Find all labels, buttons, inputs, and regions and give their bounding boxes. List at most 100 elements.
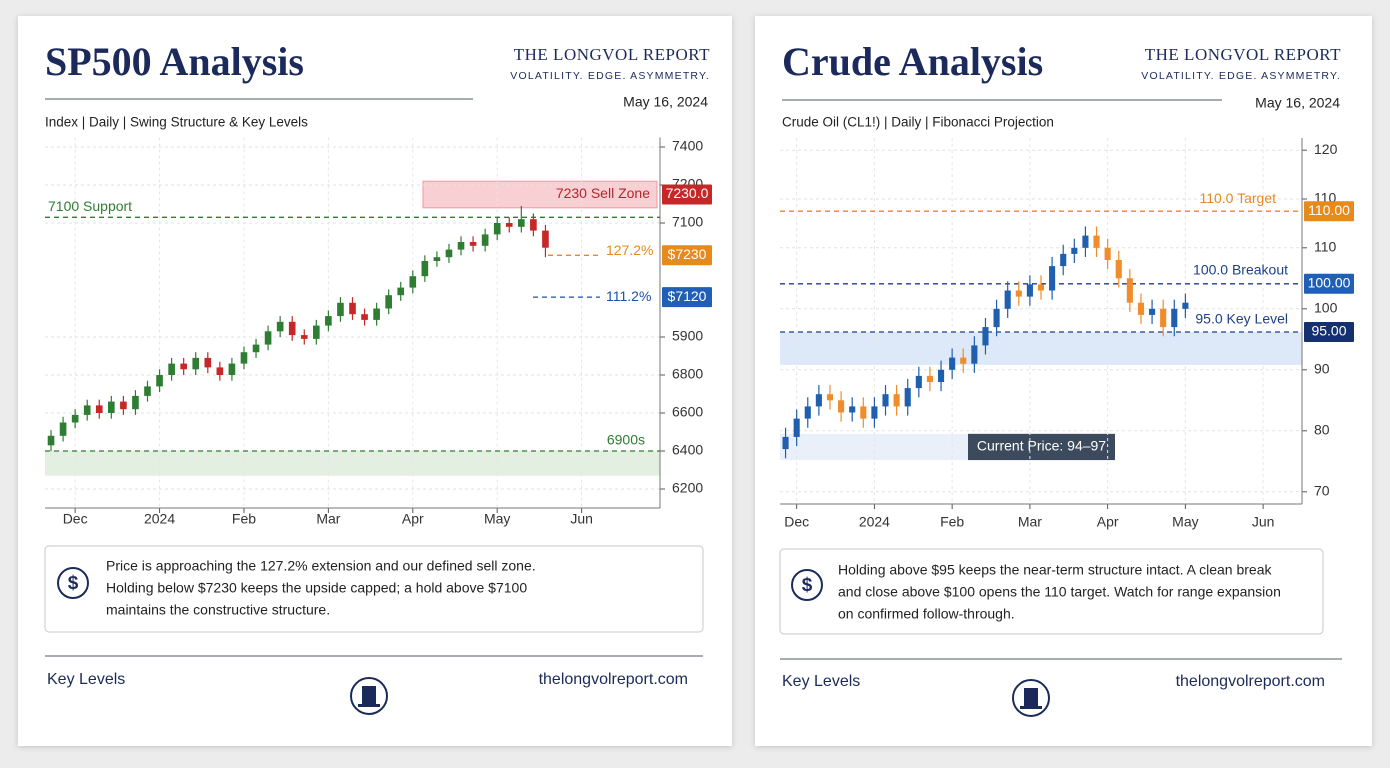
logo-building bbox=[1024, 688, 1038, 706]
callout-box bbox=[779, 548, 1324, 635]
zone bbox=[422, 180, 658, 209]
footer-right: thelongvolreport.com bbox=[1176, 673, 1325, 690]
candle-body bbox=[228, 363, 236, 375]
candle-body bbox=[838, 400, 845, 413]
y-tick-label: 70 bbox=[1314, 483, 1330, 499]
y-tick-label: 80 bbox=[1314, 422, 1330, 438]
candle-body bbox=[120, 401, 127, 410]
logo-base bbox=[1020, 706, 1042, 709]
callout-line: Price is approaching the 127.2% extensio… bbox=[106, 558, 536, 574]
candle-body bbox=[469, 242, 477, 246]
reference-label: 127.2% bbox=[606, 242, 653, 258]
zone bbox=[780, 331, 1302, 365]
candle-body bbox=[108, 401, 115, 413]
candle-body bbox=[1115, 260, 1122, 279]
candle-body bbox=[1182, 302, 1189, 309]
reference-label: 110.0 Target bbox=[1199, 190, 1276, 206]
candle-body bbox=[421, 261, 429, 277]
candle-body bbox=[1071, 247, 1078, 254]
candle-body bbox=[59, 422, 67, 436]
candle-body bbox=[168, 363, 175, 375]
price-tag-label: 7230.0 bbox=[666, 185, 709, 201]
candle-body bbox=[276, 321, 284, 332]
candle-body bbox=[1093, 235, 1100, 248]
brand: THE LONGVOL REPORT bbox=[1145, 45, 1341, 64]
subtitle: Crude Oil (CL1!) | Daily | Fibonacci Pro… bbox=[782, 115, 1054, 130]
candle-body bbox=[433, 257, 441, 261]
date: May 16, 2024 bbox=[623, 94, 708, 110]
x-tick-label: Dec bbox=[784, 514, 809, 530]
y-tick-label: 120 bbox=[1314, 141, 1338, 157]
footer-left: Key Levels bbox=[782, 673, 860, 690]
candle-body bbox=[445, 249, 453, 258]
price-tag bbox=[662, 287, 712, 308]
candle-body bbox=[95, 405, 103, 413]
tagline: VOLATILITY. EDGE. ASYMMETRY. bbox=[1141, 70, 1341, 82]
candle-body bbox=[1004, 290, 1011, 309]
y-tick-label: 90 bbox=[1314, 361, 1330, 377]
y-tick-label: 6800 bbox=[672, 366, 703, 382]
x-tick-label: 2024 bbox=[144, 511, 175, 527]
reference-label: 7100 Support bbox=[48, 198, 132, 214]
candle-body bbox=[542, 230, 549, 248]
candle-body bbox=[1037, 284, 1045, 291]
y-tick-label: 7400 bbox=[672, 138, 703, 154]
x-tick-label: Feb bbox=[232, 511, 256, 527]
price-tag-label: 110.00 bbox=[1308, 202, 1350, 218]
candle-body bbox=[1171, 308, 1178, 328]
candle-body bbox=[971, 345, 978, 364]
x-tick-label: May bbox=[1172, 514, 1198, 530]
y-tick-label: 7100 bbox=[672, 214, 703, 230]
reference-label: 111.2% bbox=[606, 288, 651, 304]
logo-building bbox=[362, 686, 376, 704]
callout-box bbox=[44, 545, 704, 633]
dollar-glyph: $ bbox=[68, 573, 79, 594]
candle-body bbox=[826, 394, 834, 401]
panel-title: SP500 Analysis bbox=[45, 39, 304, 84]
dollar-glyph: $ bbox=[802, 575, 813, 596]
callout-line: Holding above $95 keeps the near-term st… bbox=[838, 562, 1272, 578]
zone bbox=[45, 451, 660, 476]
candle-body bbox=[1126, 278, 1133, 303]
x-tick-label: Dec bbox=[63, 511, 88, 527]
price-tag bbox=[1304, 321, 1354, 342]
candle-body bbox=[915, 375, 922, 389]
candle-body bbox=[240, 352, 248, 364]
callout-line: Holding below $7230 keeps the upside cap… bbox=[106, 580, 527, 596]
callout-line: on confirmed follow-through. bbox=[838, 606, 1015, 622]
candle-body bbox=[325, 316, 332, 326]
candle-body bbox=[882, 394, 889, 407]
callout-line: and close above $100 opens the 110 targe… bbox=[838, 584, 1281, 600]
candle-body bbox=[1015, 290, 1022, 297]
dollar-icon bbox=[57, 567, 89, 599]
logo-base bbox=[358, 704, 380, 707]
candle-body bbox=[156, 375, 163, 387]
candle-body bbox=[373, 308, 380, 320]
tagline: VOLATILITY. EDGE. ASYMMETRY. bbox=[510, 70, 710, 82]
x-tick-label: Apr bbox=[402, 511, 424, 527]
candle-body bbox=[397, 287, 405, 296]
candle-body bbox=[871, 406, 878, 419]
candle-body bbox=[1049, 266, 1056, 291]
candle-body bbox=[252, 344, 260, 353]
candle-body bbox=[960, 357, 967, 364]
price-tag-label: 95.00 bbox=[1311, 323, 1346, 339]
panel-title: Crude Analysis bbox=[782, 39, 1043, 84]
reference-label: 100.0 Breakout bbox=[1193, 261, 1288, 277]
candle-body bbox=[349, 302, 356, 315]
candle-body bbox=[83, 405, 91, 415]
footer-right: thelongvolreport.com bbox=[539, 671, 688, 688]
candle-body bbox=[1026, 284, 1033, 297]
footer-left: Key Levels bbox=[47, 671, 125, 688]
date: May 16, 2024 bbox=[1255, 95, 1340, 111]
candle-body bbox=[385, 295, 392, 309]
price-tag-label: 100.00 bbox=[1308, 274, 1351, 290]
brand: THE LONGVOL REPORT bbox=[514, 45, 710, 64]
price-tag-label: $7230 bbox=[668, 246, 707, 262]
candle-body bbox=[180, 363, 187, 370]
candle-body bbox=[804, 406, 811, 419]
candle-body bbox=[1082, 235, 1089, 248]
candle-body bbox=[926, 375, 933, 382]
candle-body bbox=[216, 367, 224, 375]
candle-body bbox=[505, 223, 513, 227]
